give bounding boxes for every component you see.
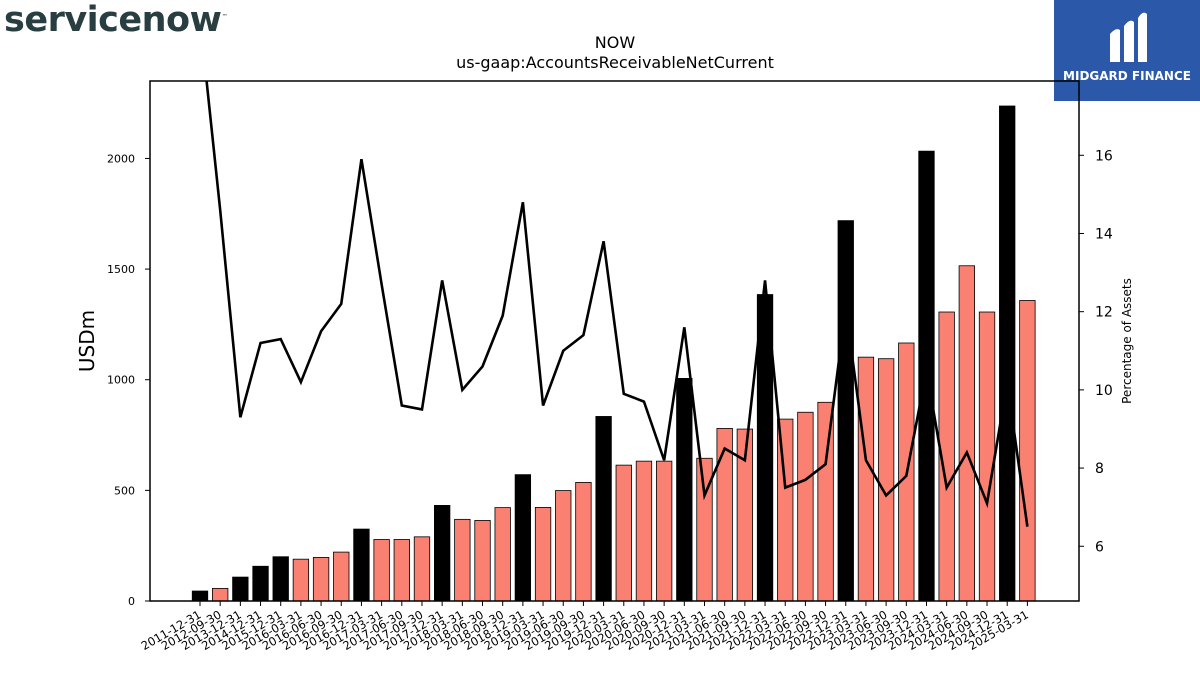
- bar: [857, 356, 875, 602]
- bar: [555, 490, 572, 602]
- bar: [494, 507, 511, 602]
- y2-tick-label: 12: [1095, 305, 1113, 321]
- bar: [212, 587, 229, 602]
- bar: [514, 474, 532, 602]
- y2-tick-label: 8: [1095, 461, 1104, 477]
- bar: [797, 411, 814, 602]
- sponsor-brand-name: MIDGARD FINANCE: [1063, 69, 1191, 83]
- y-tick-label: 500: [114, 484, 135, 497]
- y2-tick-label: 16: [1095, 148, 1113, 164]
- bar: [595, 416, 612, 602]
- bar: [272, 556, 289, 602]
- left-axis: 0 500 1000 1500 2000: [107, 152, 150, 608]
- bar: [292, 558, 310, 602]
- trademark-mark: ™: [221, 13, 227, 21]
- bar: [534, 506, 552, 602]
- bar: [393, 539, 410, 602]
- percentage-line: [205, 81, 1029, 527]
- y2-tick-label: 10: [1095, 383, 1113, 399]
- bar: [837, 220, 854, 602]
- bar: [676, 377, 693, 602]
- y2-axis-label: Percentage of Assets: [1120, 278, 1134, 404]
- y2-tick-label: 6: [1095, 539, 1104, 555]
- bar: [655, 460, 673, 602]
- chart-subtitle: us-gaap:AccountsReceivableNetCurrent: [456, 53, 774, 72]
- chart-title: NOW: [595, 33, 636, 52]
- y-axis-label: USDm: [75, 310, 99, 372]
- bar: [413, 536, 431, 602]
- bar: [877, 358, 895, 602]
- line-group: [205, 81, 1029, 527]
- y-tick-label: 0: [128, 595, 135, 608]
- bar-group: [191, 105, 1036, 602]
- bar: [312, 557, 330, 602]
- bar: [353, 528, 370, 602]
- logo-text: servicenow: [4, 0, 222, 40]
- bar: [958, 265, 975, 602]
- bar: [1019, 300, 1036, 602]
- y-tick-label: 1500: [107, 263, 135, 276]
- bar: [635, 460, 653, 602]
- bar: [333, 551, 350, 602]
- bar: [777, 418, 794, 602]
- bar: [252, 565, 269, 602]
- bar: [716, 428, 733, 602]
- x-axis: 2011-12-312012-09-302013-12-312014-12-31…: [139, 601, 1031, 653]
- bar: [474, 520, 491, 602]
- bar: [978, 311, 996, 602]
- y-tick-label: 1000: [107, 374, 135, 387]
- midgard-emblem-icon: [1110, 12, 1147, 63]
- bar: [434, 505, 451, 602]
- bar: [575, 481, 592, 602]
- bar: [615, 464, 632, 602]
- y-tick-label: 2000: [107, 152, 135, 165]
- y2-tick-label: 14: [1095, 226, 1113, 242]
- bar: [999, 105, 1016, 602]
- bar: [454, 518, 471, 602]
- bar: [232, 576, 249, 602]
- right-axis: 6 8 10 12 14 16: [1079, 148, 1113, 555]
- plot-frame: [149, 80, 1080, 602]
- bar: [191, 590, 209, 602]
- bar: [373, 539, 390, 602]
- servicenow-logo: servicenow™: [4, 0, 227, 40]
